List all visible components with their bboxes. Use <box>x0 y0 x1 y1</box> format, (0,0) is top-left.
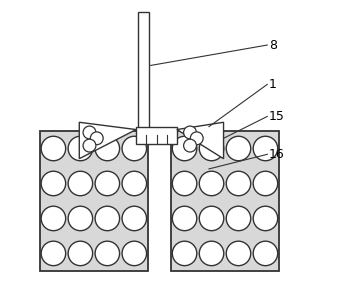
Circle shape <box>83 126 96 139</box>
Circle shape <box>68 171 93 196</box>
Circle shape <box>253 171 278 196</box>
Circle shape <box>226 206 251 231</box>
Text: 15: 15 <box>269 110 285 123</box>
Circle shape <box>41 241 66 266</box>
Circle shape <box>253 136 278 161</box>
Circle shape <box>226 171 251 196</box>
Bar <box>40 131 148 271</box>
Circle shape <box>253 206 278 231</box>
Circle shape <box>90 132 103 145</box>
Circle shape <box>95 171 120 196</box>
Circle shape <box>190 132 203 145</box>
Circle shape <box>122 241 147 266</box>
Circle shape <box>199 136 224 161</box>
Text: 16: 16 <box>269 148 284 161</box>
Circle shape <box>199 171 224 196</box>
Text: 8: 8 <box>269 39 277 52</box>
Polygon shape <box>177 122 223 159</box>
Circle shape <box>95 241 120 266</box>
Circle shape <box>68 241 93 266</box>
Bar <box>171 131 279 271</box>
Circle shape <box>41 171 66 196</box>
Circle shape <box>184 139 196 152</box>
Polygon shape <box>79 122 136 159</box>
Circle shape <box>199 206 224 231</box>
Circle shape <box>199 241 224 266</box>
Circle shape <box>184 126 196 139</box>
Text: 1: 1 <box>269 78 277 91</box>
Circle shape <box>68 206 93 231</box>
Circle shape <box>172 171 197 196</box>
Circle shape <box>172 136 197 161</box>
Circle shape <box>226 136 251 161</box>
Bar <box>136 127 177 144</box>
Circle shape <box>172 241 197 266</box>
Circle shape <box>41 206 66 231</box>
Circle shape <box>226 241 251 266</box>
Circle shape <box>83 139 96 152</box>
Circle shape <box>122 171 147 196</box>
Circle shape <box>95 136 120 161</box>
Circle shape <box>68 136 93 161</box>
Circle shape <box>253 241 278 266</box>
Bar <box>138 12 149 137</box>
Circle shape <box>172 206 197 231</box>
Circle shape <box>122 206 147 231</box>
Circle shape <box>41 136 66 161</box>
Circle shape <box>122 136 147 161</box>
Circle shape <box>95 206 120 231</box>
